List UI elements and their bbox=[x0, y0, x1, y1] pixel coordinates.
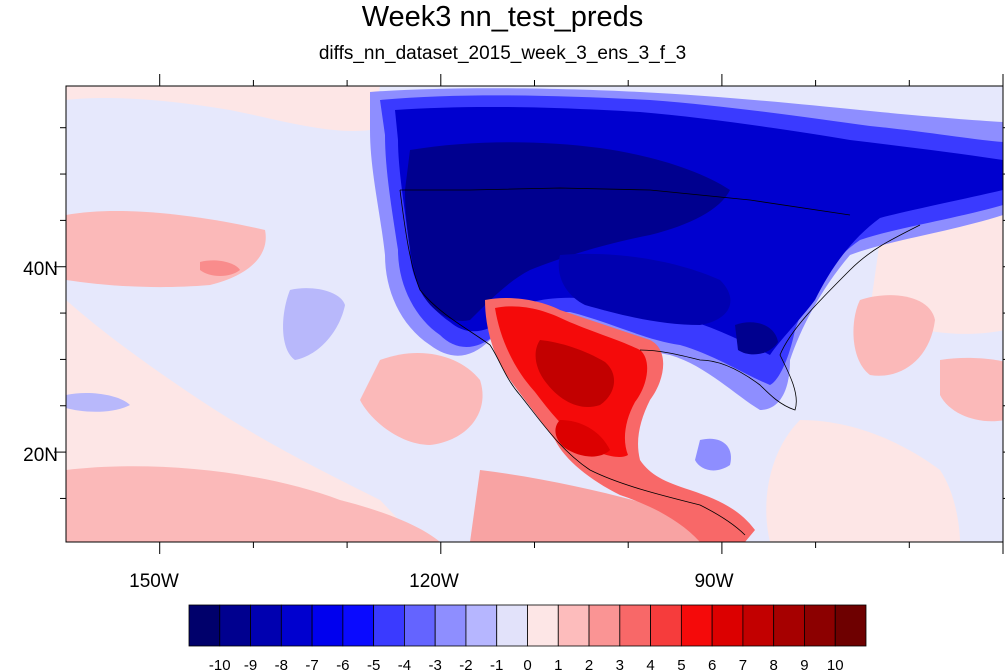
colorbar-box bbox=[404, 604, 436, 647]
warm-north-pacific bbox=[66, 86, 380, 131]
colorbar-box bbox=[742, 604, 775, 647]
cold-central-us bbox=[558, 253, 731, 325]
colorbar-box bbox=[434, 604, 467, 647]
colorbar-box bbox=[373, 604, 405, 647]
colorbar-box bbox=[773, 604, 805, 647]
warm-pacific-core bbox=[200, 260, 240, 276]
colorbar-box bbox=[496, 604, 528, 647]
colorbar-box bbox=[711, 604, 744, 647]
colorbar: -10 -9 -8 -7 -6 -5 -4 -3 -2 -1 0 1 2 3 4 5 6 7 8 9 10 bbox=[188, 604, 867, 672]
colorbar-label: 7 bbox=[739, 657, 747, 672]
colorbar-label: -4 bbox=[398, 657, 411, 672]
x-tick-label-90w: 90W bbox=[694, 571, 733, 592]
y-tick-label-20n: 20N bbox=[23, 445, 58, 466]
colorbar-box bbox=[311, 604, 344, 647]
x-tick-label-150w: 150W bbox=[129, 571, 179, 592]
colorbar-label: -9 bbox=[244, 657, 257, 672]
anomaly-field bbox=[66, 86, 1003, 542]
colorbar-label: -2 bbox=[459, 657, 472, 672]
colorbar-label: -1 bbox=[490, 657, 503, 672]
colorbar-label: -7 bbox=[305, 657, 318, 672]
cool-west-patch bbox=[66, 393, 130, 412]
colorbar-label: 1 bbox=[554, 657, 562, 672]
colorbar-box bbox=[465, 604, 498, 647]
coastlines bbox=[399, 187, 921, 536]
colorbar-box bbox=[280, 604, 313, 647]
colorbar-box bbox=[527, 604, 559, 647]
colorbar-label: -3 bbox=[429, 657, 442, 672]
warm-atlantic-east bbox=[940, 357, 1003, 422]
colorbar-box bbox=[834, 604, 867, 647]
colorbar-label: 8 bbox=[770, 657, 778, 672]
colorbar-box bbox=[188, 604, 221, 647]
colorbar-label: 10 bbox=[827, 657, 844, 672]
colorbar-box bbox=[250, 604, 282, 647]
x-tick-label-120w: 120W bbox=[409, 571, 459, 592]
colorbar-label: 4 bbox=[646, 657, 654, 672]
colorbar-label: 5 bbox=[677, 657, 685, 672]
colorbar-box bbox=[650, 604, 682, 647]
map-title: Week3 nn_test_preds bbox=[361, 1, 644, 33]
cold-southeast-core bbox=[735, 322, 778, 355]
cool-gulf-patch bbox=[695, 438, 731, 471]
warm-baja-offshore bbox=[360, 352, 483, 445]
colorbar-label: 6 bbox=[708, 657, 716, 672]
warm-core-region bbox=[535, 340, 615, 408]
colorbar-box bbox=[219, 604, 251, 647]
colorbar-label: 9 bbox=[800, 657, 808, 672]
colorbar-box bbox=[342, 604, 375, 647]
cool-pacific-patch bbox=[283, 288, 345, 360]
y-tick-label-40n: 40N bbox=[23, 259, 58, 280]
colorbar-label: 0 bbox=[523, 657, 531, 672]
warm-atlantic-patch bbox=[853, 295, 935, 376]
colorbar-box bbox=[680, 604, 713, 647]
colorbar-box bbox=[619, 604, 651, 647]
warm-mexico-south bbox=[555, 420, 610, 457]
colorbar-label: -6 bbox=[336, 657, 349, 672]
colorbar-label: 2 bbox=[585, 657, 593, 672]
warm-caribbean bbox=[766, 420, 960, 542]
colorbar-label: -5 bbox=[367, 657, 380, 672]
cold-core-region bbox=[405, 142, 730, 321]
warm-central-america-coast bbox=[470, 470, 720, 542]
colorbar-box bbox=[557, 604, 590, 647]
colorbar-label: -10 bbox=[209, 657, 231, 672]
colorbar-box bbox=[804, 604, 836, 647]
map-subtitle: diffs_nn_dataset_2015_week_3_ens_3_f_3 bbox=[318, 43, 687, 64]
axis-ticks bbox=[54, 74, 1005, 554]
colorbar-box bbox=[588, 604, 621, 647]
warm-tropical-band bbox=[66, 466, 440, 542]
colorbar-label: 3 bbox=[616, 657, 624, 672]
colorbar-label: -8 bbox=[275, 657, 288, 672]
